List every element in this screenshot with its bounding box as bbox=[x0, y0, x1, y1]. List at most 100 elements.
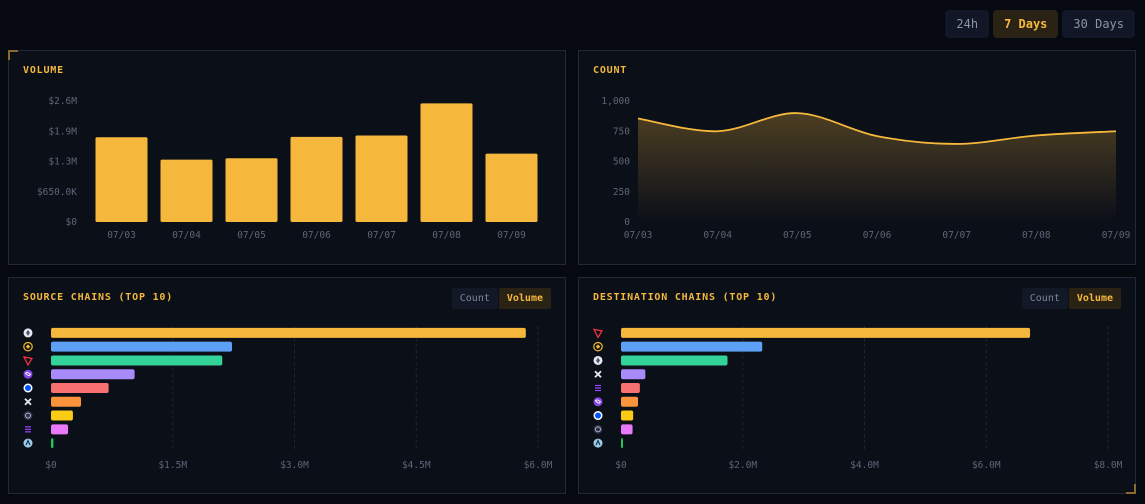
chain-bar bbox=[51, 369, 135, 380]
tron-icon bbox=[22, 356, 34, 367]
volume-bar bbox=[95, 137, 148, 222]
icon-glyph bbox=[24, 398, 32, 406]
destination-count-toggle[interactable]: Count bbox=[1021, 288, 1068, 309]
chain-bar bbox=[51, 410, 73, 421]
icon-glyph bbox=[22, 356, 34, 367]
x-tick-label: 07/05 bbox=[237, 230, 266, 241]
base-icon bbox=[23, 383, 33, 393]
x-tick-label: 07/04 bbox=[172, 230, 201, 241]
cosmos-icon bbox=[593, 424, 603, 434]
icon-glyph bbox=[596, 357, 600, 364]
chain-bar bbox=[621, 438, 623, 449]
source-chains-panel: SOURCE CHAINS (TOP 10) Count Volume $0 $1… bbox=[8, 277, 566, 494]
chain-bar bbox=[51, 327, 526, 338]
cosmos-icon bbox=[23, 411, 33, 421]
icon-glyph bbox=[595, 412, 601, 419]
chain-bar bbox=[621, 396, 639, 407]
x-tick-label: 07/07 bbox=[367, 230, 396, 241]
x-tick-label: 07/08 bbox=[1022, 230, 1051, 241]
polygon-icon bbox=[593, 397, 603, 407]
y-tick-label: 0 bbox=[624, 217, 630, 228]
icon-ring bbox=[23, 341, 33, 352]
volume-title: VOLUME bbox=[23, 65, 64, 76]
x-tick-label: $1.5M bbox=[158, 460, 187, 471]
x-tick-label: 07/09 bbox=[1102, 230, 1131, 241]
destination-chains-title: DESTINATION CHAINS (TOP 10) bbox=[593, 292, 778, 303]
chain-bar bbox=[51, 438, 54, 449]
y-tick-label: $0 bbox=[66, 217, 78, 228]
chain-bar bbox=[51, 341, 233, 352]
volume-bar bbox=[355, 135, 408, 222]
icon-glyph bbox=[25, 344, 31, 349]
x-tick-label: 07/06 bbox=[302, 230, 331, 241]
source-count-toggle[interactable]: Count bbox=[451, 288, 498, 309]
chain-bar bbox=[51, 396, 82, 407]
icon-glyph bbox=[25, 439, 31, 446]
source-volume-toggle[interactable]: Volume bbox=[498, 288, 551, 309]
x-tick-label: 07/06 bbox=[863, 230, 892, 241]
x-chain-icon bbox=[24, 398, 32, 406]
destination-volume-toggle[interactable]: Volume bbox=[1068, 288, 1121, 309]
ethereum-icon bbox=[23, 328, 33, 338]
chain-bar bbox=[51, 383, 109, 393]
source-chains-chart: $0 $1.5M $3.0M $4.5M $6.0M bbox=[22, 326, 553, 471]
chain-bar bbox=[621, 355, 728, 366]
chain-bar bbox=[621, 424, 633, 435]
arbitrum-icon bbox=[593, 438, 603, 448]
x-tick-label: 07/08 bbox=[432, 230, 461, 241]
icon-glyph bbox=[595, 426, 601, 433]
base-icon bbox=[593, 411, 603, 421]
x-tick-label: 07/03 bbox=[107, 230, 136, 241]
range-24h-button[interactable]: 24h bbox=[945, 10, 990, 38]
x-tick-label: $8.0M bbox=[1094, 460, 1123, 471]
x-tick-label: 07/05 bbox=[783, 230, 812, 241]
icon-glyph bbox=[24, 371, 32, 377]
chain-bar bbox=[621, 410, 634, 421]
range-7d-button[interactable]: 7 Days bbox=[993, 10, 1059, 38]
icon-bg bbox=[23, 438, 33, 448]
y-tick-label: $1.9M bbox=[48, 126, 77, 137]
destination-chains-panel: DESTINATION CHAINS (TOP 10) Count Volume… bbox=[578, 277, 1136, 494]
icon-bg bbox=[23, 369, 33, 379]
chain-bar bbox=[621, 341, 763, 352]
range-30d-button[interactable]: 30 Days bbox=[1062, 10, 1135, 38]
icon-glyph bbox=[25, 385, 31, 391]
icon-glyph bbox=[26, 329, 30, 336]
count-area-fill bbox=[638, 113, 1116, 222]
x-tick-label: 07/03 bbox=[624, 230, 653, 241]
chain-bar bbox=[51, 424, 69, 435]
icon-glyph bbox=[25, 412, 31, 419]
volume-bar bbox=[420, 103, 473, 222]
volume-bar bbox=[225, 158, 278, 222]
destination-metric-toggle: Count Volume bbox=[1021, 288, 1121, 309]
solana-icon bbox=[25, 426, 31, 433]
volume-bar bbox=[485, 153, 538, 222]
x-tick-label: $6.0M bbox=[524, 460, 553, 471]
x-tick-label: $0 bbox=[615, 460, 627, 471]
source-chains-title: SOURCE CHAINS (TOP 10) bbox=[23, 292, 174, 303]
icon-bg bbox=[593, 424, 603, 434]
x-tick-label: 07/09 bbox=[497, 230, 526, 241]
icon-bg bbox=[23, 411, 33, 421]
x-chain-icon bbox=[594, 370, 602, 378]
count-chart: 0 250 500 750 1,000 07/03 07/04 07/05 07/06 07/07… bbox=[601, 96, 1131, 241]
corner-accent bbox=[1126, 484, 1136, 494]
icon-bg bbox=[593, 438, 603, 448]
destination-chains-chart: $0 $2.0M $4.0M $6.0M $8.0M bbox=[592, 326, 1123, 471]
x-tick-label: $3.0M bbox=[280, 460, 309, 471]
y-tick-label: 250 bbox=[613, 187, 630, 198]
chain-bar bbox=[621, 369, 646, 380]
bnb-icon bbox=[23, 341, 33, 352]
source-metric-toggle: Count Volume bbox=[451, 288, 551, 309]
y-tick-label: $2.6M bbox=[48, 96, 77, 107]
volume-panel: VOLUME $0 $650.0K $1.3M $1.9M $2.6M 07/03 07/0… bbox=[8, 50, 566, 265]
chain-bar bbox=[51, 355, 223, 366]
icon-glyph bbox=[594, 370, 602, 378]
polygon-icon bbox=[23, 369, 33, 379]
icon-glyph bbox=[595, 344, 601, 349]
ethereum-icon bbox=[593, 355, 603, 365]
chain-bar bbox=[621, 383, 640, 393]
y-tick-label: 500 bbox=[613, 157, 630, 168]
arbitrum-icon bbox=[23, 438, 33, 448]
bnb-icon bbox=[593, 341, 603, 352]
